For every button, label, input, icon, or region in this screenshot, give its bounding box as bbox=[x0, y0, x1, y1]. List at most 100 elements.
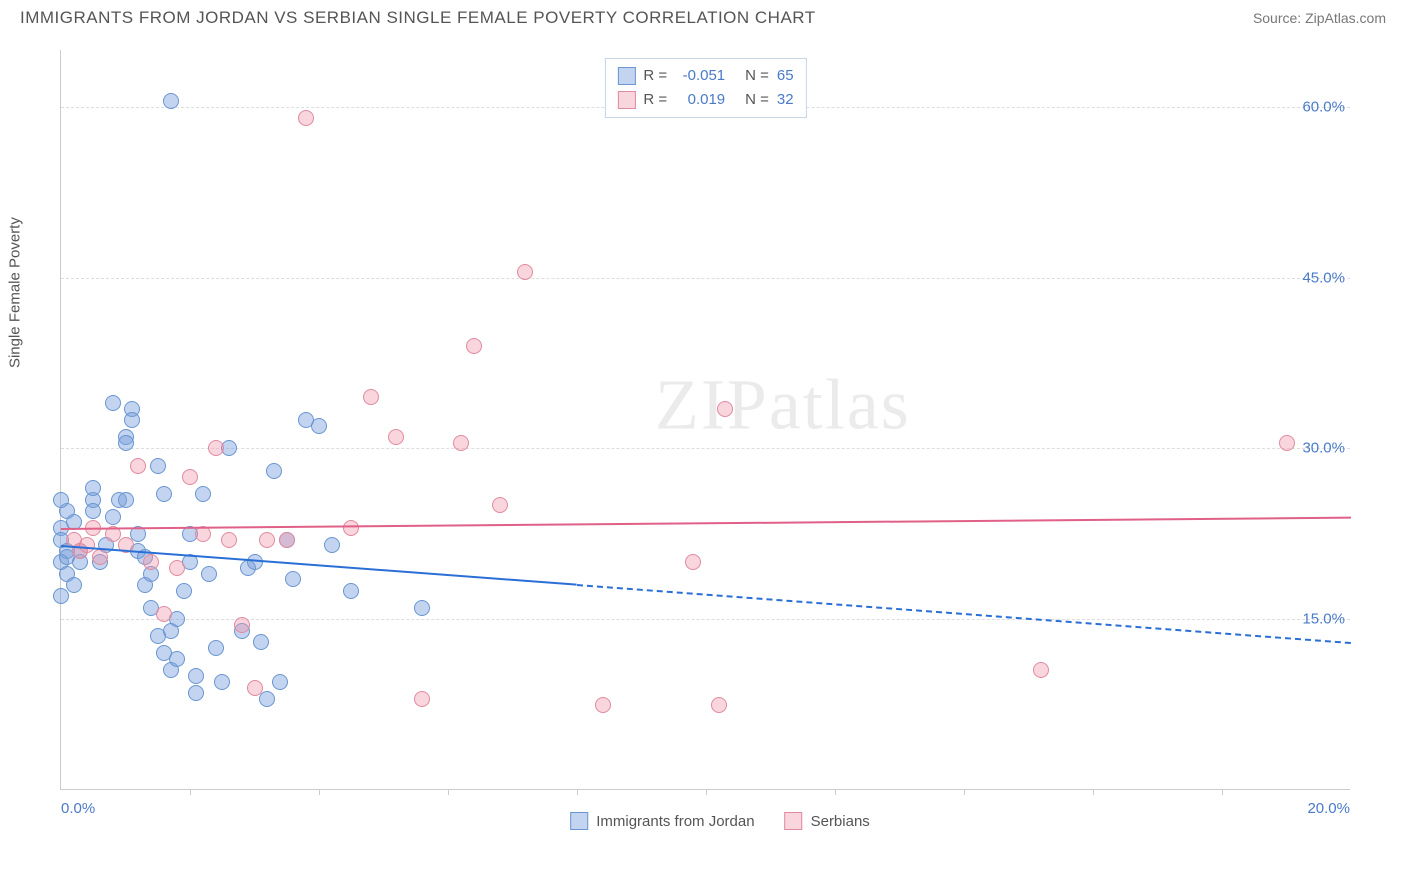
data-point bbox=[221, 532, 237, 548]
source-label: Source: ZipAtlas.com bbox=[1253, 10, 1386, 26]
x-tick bbox=[835, 789, 836, 795]
data-point bbox=[169, 560, 185, 576]
legend-swatch bbox=[617, 67, 635, 85]
legend-swatch bbox=[570, 812, 588, 830]
data-point bbox=[517, 264, 533, 280]
x-tick bbox=[1093, 789, 1094, 795]
grid-line bbox=[61, 448, 1350, 449]
legend-label: Immigrants from Jordan bbox=[596, 813, 754, 830]
x-tick bbox=[319, 789, 320, 795]
x-tick bbox=[964, 789, 965, 795]
data-point bbox=[1279, 435, 1295, 451]
data-point bbox=[414, 600, 430, 616]
data-point bbox=[188, 685, 204, 701]
watermark: ZIPatlas bbox=[655, 363, 911, 446]
legend-r-label: R = bbox=[643, 88, 667, 112]
data-point bbox=[453, 435, 469, 451]
data-point bbox=[124, 412, 140, 428]
x-tick-label: 20.0% bbox=[1307, 800, 1350, 817]
data-point bbox=[711, 697, 727, 713]
data-point bbox=[92, 549, 108, 565]
data-point bbox=[247, 680, 263, 696]
data-point bbox=[53, 492, 69, 508]
chart-title: IMMIGRANTS FROM JORDAN VS SERBIAN SINGLE… bbox=[20, 8, 816, 28]
x-tick bbox=[706, 789, 707, 795]
legend-stats: R = -0.051 N = 65 R = 0.019 N = 32 bbox=[604, 58, 806, 118]
data-point bbox=[298, 110, 314, 126]
data-point bbox=[130, 458, 146, 474]
legend-r-value: -0.051 bbox=[675, 64, 725, 88]
data-point bbox=[143, 554, 159, 570]
legend-swatch bbox=[617, 91, 635, 109]
trend-line bbox=[61, 517, 1351, 530]
data-point bbox=[259, 691, 275, 707]
data-point bbox=[595, 697, 611, 713]
y-tick-label: 15.0% bbox=[1302, 611, 1345, 628]
data-point bbox=[163, 93, 179, 109]
x-tick bbox=[1222, 789, 1223, 795]
data-point bbox=[388, 429, 404, 445]
y-axis-title: Single Female Poverty bbox=[7, 217, 24, 368]
legend-n-value: 32 bbox=[777, 88, 794, 112]
data-point bbox=[195, 486, 211, 502]
data-point bbox=[279, 532, 295, 548]
legend-n-label: N = bbox=[745, 88, 769, 112]
data-point bbox=[169, 651, 185, 667]
data-point bbox=[85, 503, 101, 519]
x-tick bbox=[448, 789, 449, 795]
data-point bbox=[1033, 662, 1049, 678]
x-tick bbox=[190, 789, 191, 795]
legend-swatch bbox=[785, 812, 803, 830]
data-point bbox=[176, 583, 192, 599]
data-point bbox=[285, 571, 301, 587]
data-point bbox=[188, 668, 204, 684]
data-point bbox=[272, 674, 288, 690]
data-point bbox=[85, 480, 101, 496]
grid-line bbox=[61, 278, 1350, 279]
data-point bbox=[266, 463, 282, 479]
trend-line bbox=[577, 584, 1351, 644]
data-point bbox=[156, 486, 172, 502]
data-point bbox=[324, 537, 340, 553]
y-tick-label: 60.0% bbox=[1302, 98, 1345, 115]
x-tick-label: 0.0% bbox=[61, 800, 95, 817]
data-point bbox=[311, 418, 327, 434]
data-point bbox=[343, 520, 359, 536]
legend-r-label: R = bbox=[643, 64, 667, 88]
legend-stats-row: R = 0.019 N = 32 bbox=[617, 88, 793, 112]
y-tick-label: 45.0% bbox=[1302, 269, 1345, 286]
data-point bbox=[234, 617, 250, 633]
data-point bbox=[414, 691, 430, 707]
data-point bbox=[150, 458, 166, 474]
legend-item: Serbians bbox=[785, 812, 870, 830]
legend-n-value: 65 bbox=[777, 64, 794, 88]
legend-n-label: N = bbox=[745, 64, 769, 88]
data-point bbox=[201, 566, 217, 582]
legend-label: Serbians bbox=[811, 813, 870, 830]
legend-stats-row: R = -0.051 N = 65 bbox=[617, 64, 793, 88]
data-point bbox=[208, 640, 224, 656]
data-point bbox=[466, 338, 482, 354]
data-point bbox=[363, 389, 379, 405]
legend-item: Immigrants from Jordan bbox=[570, 812, 754, 830]
data-point bbox=[105, 509, 121, 525]
y-tick-label: 30.0% bbox=[1302, 440, 1345, 457]
data-point bbox=[685, 554, 701, 570]
legend-series: Immigrants from Jordan Serbians bbox=[570, 812, 870, 830]
correlation-chart: Single Female Poverty ZIPatlas R =-0.051… bbox=[50, 40, 1390, 830]
data-point bbox=[492, 497, 508, 513]
data-point bbox=[253, 634, 269, 650]
grid-line bbox=[61, 619, 1350, 620]
data-point bbox=[343, 583, 359, 599]
data-point bbox=[118, 492, 134, 508]
data-point bbox=[156, 606, 172, 622]
data-point bbox=[105, 395, 121, 411]
data-point bbox=[214, 674, 230, 690]
data-point bbox=[66, 577, 82, 593]
x-tick bbox=[577, 789, 578, 795]
data-point bbox=[53, 588, 69, 604]
data-point bbox=[247, 554, 263, 570]
plot-area: ZIPatlas R = -0.051 N = 65 R = 0.019 N = 32 15.… bbox=[60, 50, 1350, 790]
data-point bbox=[259, 532, 275, 548]
legend-r-value: 0.019 bbox=[675, 88, 725, 112]
